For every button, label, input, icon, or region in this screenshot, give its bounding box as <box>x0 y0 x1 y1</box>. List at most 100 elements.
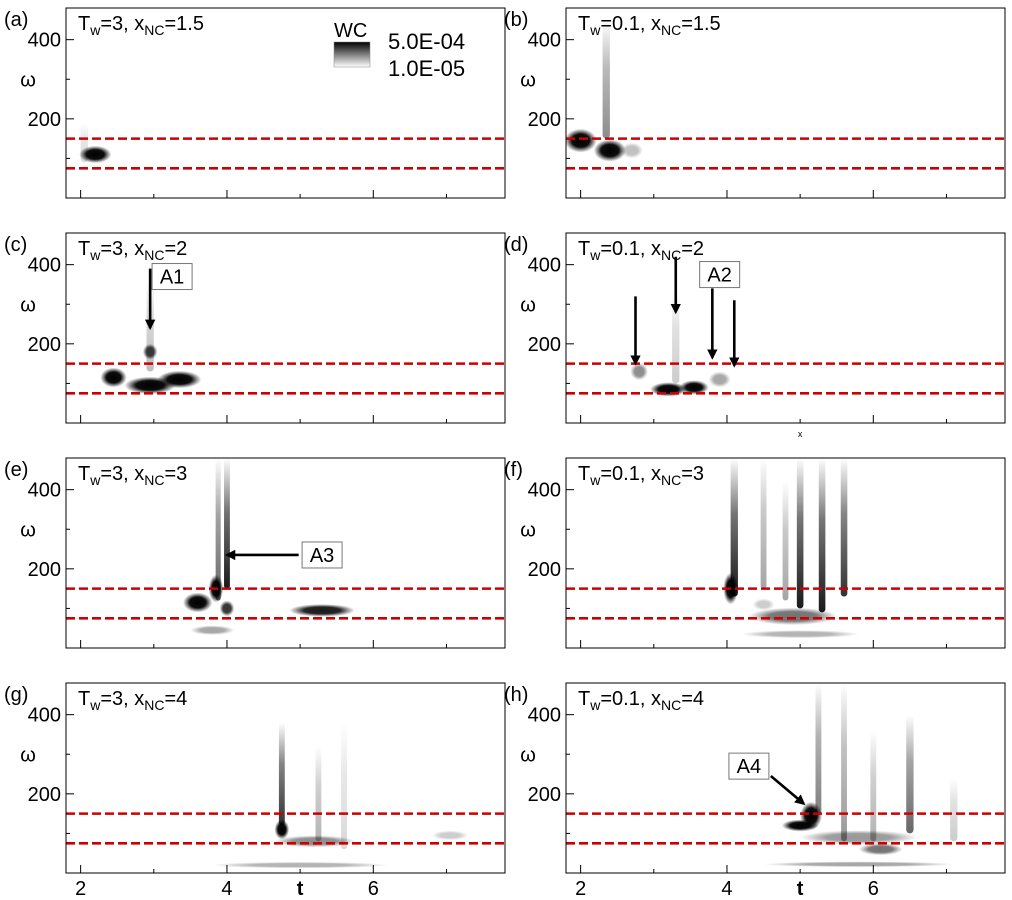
panel-tag: (c) <box>4 234 27 256</box>
colorbar-max-label: 5.0E-04 <box>388 29 465 54</box>
annotation-box <box>301 541 343 569</box>
y-tick-label: 200 <box>528 334 561 356</box>
wc-filament <box>215 458 221 601</box>
wc-filament <box>760 458 767 589</box>
wc-filament <box>870 730 877 842</box>
panel-tag: (g) <box>4 684 28 706</box>
wc-filament <box>841 683 847 842</box>
wc-blob <box>781 819 819 832</box>
wc-blob <box>219 600 235 617</box>
y-tick-label: 200 <box>28 334 61 356</box>
wc-filament <box>796 458 804 609</box>
y-tick-label: 400 <box>28 30 61 52</box>
wc-blob <box>858 843 903 856</box>
wc-blob <box>289 604 356 617</box>
panel-tag: (d) <box>504 234 528 256</box>
wc-blob <box>100 367 127 388</box>
y-axis-label: ω <box>520 294 536 316</box>
panel-d: 200 400 ω x (d) Tw=0.1, xNC=2A2 <box>504 232 1006 439</box>
panel-frame <box>565 682 1006 874</box>
x-tick-label: 6 <box>868 878 879 900</box>
y-axis-label: ω <box>20 519 36 541</box>
wavelet-field <box>630 292 731 397</box>
wc-filament <box>278 722 285 826</box>
annotation-label: A2 <box>707 265 731 287</box>
wc-blob <box>157 370 202 389</box>
wc-filament <box>672 292 680 384</box>
annotation-box <box>151 263 193 291</box>
y-tick-label: 200 <box>528 109 561 131</box>
y-axis-label: ω <box>20 69 36 91</box>
wc-blob <box>593 139 626 162</box>
x-tick-label: 2 <box>575 878 586 900</box>
x-tick-label: 2 <box>75 878 86 900</box>
wc-blob <box>620 142 643 159</box>
y-tick-label: 400 <box>28 255 61 277</box>
wc-blob <box>190 625 235 635</box>
annotation-label: A4 <box>737 756 761 778</box>
panel-frame <box>65 7 506 199</box>
wc-blob <box>679 380 709 395</box>
panel-c: 200 400 ω (c) Tw=3, xNC=2 A1 <box>4 232 506 424</box>
wc-filament <box>815 683 822 814</box>
wc-filament <box>730 458 738 597</box>
y-tick-label: 400 <box>528 30 561 52</box>
wc-filament <box>315 746 322 842</box>
annotation-arrow <box>770 775 806 806</box>
colorbar-min-label: 1.0E-05 <box>388 56 465 81</box>
colorbar: WC 5.0E-04 1.0E-05 <box>333 20 465 81</box>
panel-params: Tw=0.1, xNC=4 <box>578 688 704 713</box>
wc-blob <box>183 592 213 613</box>
panel-tag: (h) <box>504 684 528 706</box>
x-tick-label: 6 <box>368 878 379 900</box>
wavelet-field <box>212 722 469 869</box>
wc-blob <box>630 362 648 381</box>
panel-b: 200 400 ω (b) Tw=0.1, xNC=1.5 <box>504 7 1006 199</box>
y-tick-label: 200 <box>28 784 61 806</box>
panels-layer: 200 400 ω (a) Tw=3, xNC=1.5 200 400 ω (b) Tw=0.1,… <box>4 7 1006 900</box>
wavelet-field <box>763 683 958 868</box>
y-axis-label: ω <box>520 69 536 91</box>
x-tick-label: 4 <box>721 878 732 900</box>
wc-blob <box>274 835 356 848</box>
wc-blob <box>431 830 469 841</box>
panel-tag: (f) <box>504 459 523 481</box>
panel-tag: (a) <box>4 9 28 31</box>
colorbar-title: WC <box>334 20 367 42</box>
y-tick-label: 400 <box>28 480 61 502</box>
panel-g: 200 400 ω 2 4 6 t (g) Tw=3, xNC=4 <box>4 682 506 900</box>
panel-params: Tw=3, xNC=4 <box>78 688 187 713</box>
wavelet-field <box>566 19 643 162</box>
panel-params: Tw=3, xNC=3 <box>78 463 187 488</box>
wc-filament <box>906 714 914 834</box>
wavelet-field <box>723 458 859 639</box>
panel-frame <box>565 7 1006 199</box>
panel-frame <box>565 232 1006 424</box>
panel-frame <box>65 232 506 424</box>
panel-tag: (b) <box>504 9 528 31</box>
panel-f: 200 400 ω (f) Tw=0.1, xNC=3 <box>504 457 1006 649</box>
panel-params: Tw=3, xNC=2 <box>78 238 187 263</box>
wc-filament <box>341 722 347 850</box>
panel-a: 200 400 ω (a) Tw=3, xNC=1.5 <box>4 7 506 199</box>
y-tick-label: 400 <box>528 480 561 502</box>
wc-blob <box>708 371 731 388</box>
wc-filament <box>782 481 789 601</box>
panel-params: Tw=3, xNC=1.5 <box>78 13 204 38</box>
wc-blob <box>752 598 775 611</box>
panel-params: Tw=0.1, xNC=3 <box>578 463 704 488</box>
panel-h: 200 400 ω 2 4 6 t (h) Tw=0.1, xNC=4 A4 <box>504 682 1006 900</box>
y-tick-label: 200 <box>28 109 61 131</box>
colorbar-gradient <box>333 41 371 68</box>
y-axis-label: ω <box>20 744 36 766</box>
x-tick-label: 4 <box>221 878 232 900</box>
wavelet-field <box>79 122 112 164</box>
y-tick-label: 200 <box>28 559 61 581</box>
wc-filament <box>818 458 826 613</box>
x-mark: x <box>798 429 803 439</box>
panel-params: Tw=0.1, xNC=2 <box>578 238 704 263</box>
panel-frame <box>65 682 506 874</box>
annotation-label: A3 <box>310 545 334 567</box>
panel-tag: (e) <box>4 459 28 481</box>
